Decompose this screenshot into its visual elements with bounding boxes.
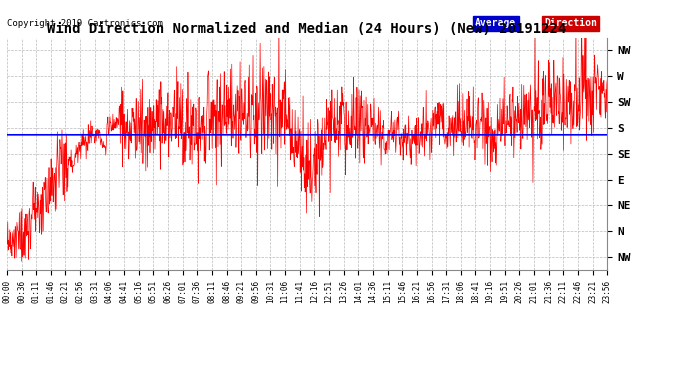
Title: Wind Direction Normalized and Median (24 Hours) (New) 20191224: Wind Direction Normalized and Median (24… — [48, 22, 566, 36]
Text: Copyright 2019 Cartronics.com: Copyright 2019 Cartronics.com — [7, 19, 163, 28]
Text: Average: Average — [475, 18, 516, 28]
Text: Direction: Direction — [544, 18, 597, 28]
